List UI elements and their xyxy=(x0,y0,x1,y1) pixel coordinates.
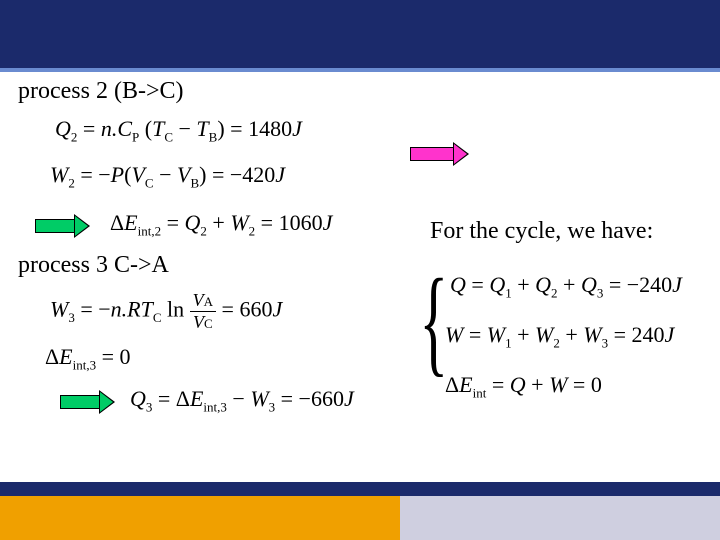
process2-title: process 2 (B->C) xyxy=(18,78,184,105)
eq-cycle-w: W = W1 + W2 + W3 = 240J xyxy=(445,322,674,351)
footer-strip xyxy=(0,482,720,496)
eq-cycle-de: ΔEint = Q + W = 0 xyxy=(445,372,602,401)
slide-footer xyxy=(0,482,720,540)
eq-w2: W2 = −P(VC − VB) = −420J xyxy=(50,162,285,191)
magenta-arrow-icon xyxy=(410,142,469,166)
cycle-title: For the cycle, we have: xyxy=(430,218,653,245)
slide-content: process 2 (B->C) Q2 = n.CP (TC − TB) = 1… xyxy=(0,72,720,92)
footer-right-block xyxy=(400,496,720,540)
footer-left-block xyxy=(0,496,400,540)
green-arrow-icon-2 xyxy=(60,390,115,414)
eq-de2: ΔEint,2 = Q2 + W2 = 1060J xyxy=(110,210,332,239)
eq-cycle-q: Q = Q1 + Q2 + Q3 = −240J xyxy=(450,272,682,301)
eq-q3: Q3 = ΔEint,3 − W3 = −660J xyxy=(130,386,354,415)
green-arrow-icon-1 xyxy=(35,214,90,238)
process3-title: process 3 C->A xyxy=(18,252,169,279)
eq-q2: Q2 = n.CP (TC − TB) = 1480J xyxy=(55,116,302,145)
eq-w3: W3 = −n.RTC ln VAVC = 660J xyxy=(50,290,282,333)
eq-de3: ΔEint,3 = 0 xyxy=(45,344,131,373)
slide-header xyxy=(0,0,720,72)
